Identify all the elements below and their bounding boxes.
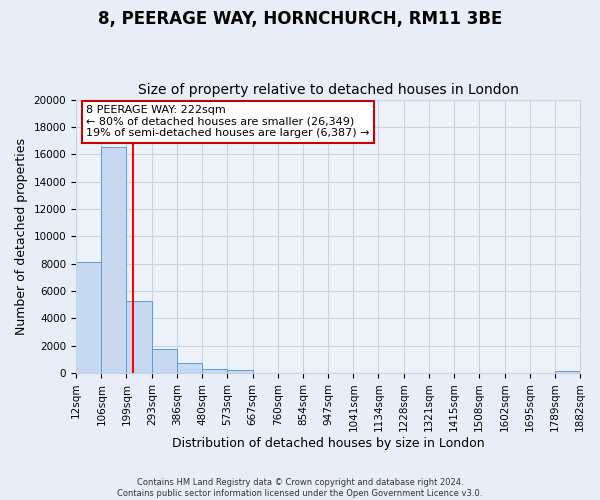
Bar xyxy=(127,300,152,373)
Bar xyxy=(227,370,253,373)
Text: 8, PEERAGE WAY, HORNCHURCH, RM11 3BE: 8, PEERAGE WAY, HORNCHURCH, RM11 3BE xyxy=(98,10,502,28)
Title: Size of property relative to detached houses in London: Size of property relative to detached ho… xyxy=(137,83,518,97)
Bar xyxy=(555,371,580,373)
Bar xyxy=(76,262,101,373)
Text: Contains HM Land Registry data © Crown copyright and database right 2024.
Contai: Contains HM Land Registry data © Crown c… xyxy=(118,478,482,498)
Bar xyxy=(152,349,177,373)
X-axis label: Distribution of detached houses by size in London: Distribution of detached houses by size … xyxy=(172,437,484,450)
Bar xyxy=(101,148,127,373)
Text: 8 PEERAGE WAY: 222sqm
← 80% of detached houses are smaller (26,349)
19% of semi-: 8 PEERAGE WAY: 222sqm ← 80% of detached … xyxy=(86,105,370,138)
Bar xyxy=(177,362,202,373)
Y-axis label: Number of detached properties: Number of detached properties xyxy=(15,138,28,335)
Bar xyxy=(202,369,227,373)
